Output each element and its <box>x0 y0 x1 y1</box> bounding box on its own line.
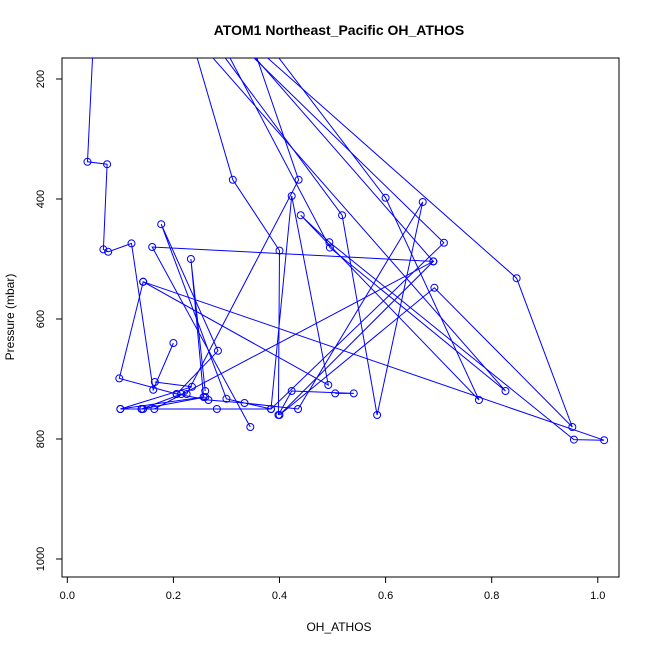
series-line-5 <box>120 58 445 410</box>
data-point <box>429 257 438 266</box>
data-point <box>157 220 166 229</box>
data-point <box>222 394 231 403</box>
data-point <box>182 390 191 398</box>
data-point <box>294 175 303 184</box>
data-point <box>600 436 609 445</box>
x-tick-label: 0.2 <box>166 590 181 602</box>
data-point <box>267 405 276 413</box>
data-point <box>275 246 284 255</box>
data-point <box>240 399 249 407</box>
data-point <box>213 346 222 355</box>
data-point <box>169 339 178 347</box>
data-point <box>287 387 296 395</box>
series-line-8 <box>141 58 300 410</box>
series-line-9 <box>143 58 605 441</box>
data-point <box>373 411 382 419</box>
data-point <box>177 390 186 398</box>
data-point <box>418 198 427 206</box>
x-tick-label: 0.0 <box>60 590 75 602</box>
data-point <box>139 277 148 286</box>
data-point <box>103 160 112 169</box>
data-point <box>104 247 113 256</box>
data-point <box>439 238 448 247</box>
y-tick-label: 200 <box>35 70 47 88</box>
data-point <box>137 405 146 413</box>
data-point <box>186 255 195 263</box>
data-point <box>568 423 577 431</box>
data-point <box>212 405 221 413</box>
series-line-1 <box>86 58 174 392</box>
x-axis-label: OH_ATHOS <box>306 620 371 634</box>
data-point <box>99 245 108 254</box>
x-tick-label: 0.4 <box>272 590 287 602</box>
data-point <box>338 211 347 220</box>
data-point <box>116 405 125 413</box>
data-point <box>381 193 390 202</box>
data-point <box>501 387 510 395</box>
data-point <box>294 405 303 413</box>
data-point <box>127 239 136 248</box>
chart-title: ATOM1 Northeast_Pacific OH_ATHOS <box>214 22 465 38</box>
y-axis-label: Pressure (mbar) <box>3 274 17 361</box>
x-tick-label: 1.0 <box>590 590 605 602</box>
y-tick-label: 600 <box>35 310 47 328</box>
data-point <box>430 283 439 292</box>
data-point <box>474 396 483 404</box>
data-point <box>150 378 159 386</box>
data-point <box>325 243 334 252</box>
series-line-6 <box>120 58 435 410</box>
series-line-7 <box>151 58 573 428</box>
data-point <box>324 381 333 389</box>
data-point <box>246 423 255 431</box>
x-tick-label: 0.6 <box>378 590 393 602</box>
data-point <box>512 274 521 283</box>
data-point <box>83 157 92 166</box>
x-tick-label: 0.8 <box>484 590 499 602</box>
data-point <box>201 393 210 401</box>
data-point <box>569 435 578 444</box>
x-axis: 0.0 0.2 0.4 0.6 0.8 1.0 <box>60 576 605 602</box>
series-line-2 <box>196 58 354 416</box>
data-point <box>331 389 340 398</box>
series-layer <box>83 58 609 445</box>
data-point <box>228 175 237 184</box>
y-tick-label: 1000 <box>35 547 47 571</box>
data-point <box>325 238 334 247</box>
plot-frame <box>61 57 620 578</box>
y-axis: 200 400 600 800 1000 <box>35 70 63 571</box>
y-tick-label: 800 <box>35 430 47 448</box>
data-point <box>201 387 210 395</box>
data-point <box>150 405 159 413</box>
series-line-4 <box>212 58 506 392</box>
data-point <box>349 389 358 398</box>
data-point <box>148 243 157 251</box>
data-point <box>275 411 284 419</box>
data-point <box>296 211 305 220</box>
data-point <box>115 374 124 383</box>
data-point <box>149 385 158 394</box>
y-tick-label: 400 <box>35 190 47 208</box>
series-line-3 <box>118 58 424 416</box>
